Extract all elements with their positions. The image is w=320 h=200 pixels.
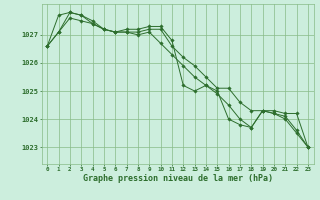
X-axis label: Graphe pression niveau de la mer (hPa): Graphe pression niveau de la mer (hPa): [83, 174, 273, 183]
